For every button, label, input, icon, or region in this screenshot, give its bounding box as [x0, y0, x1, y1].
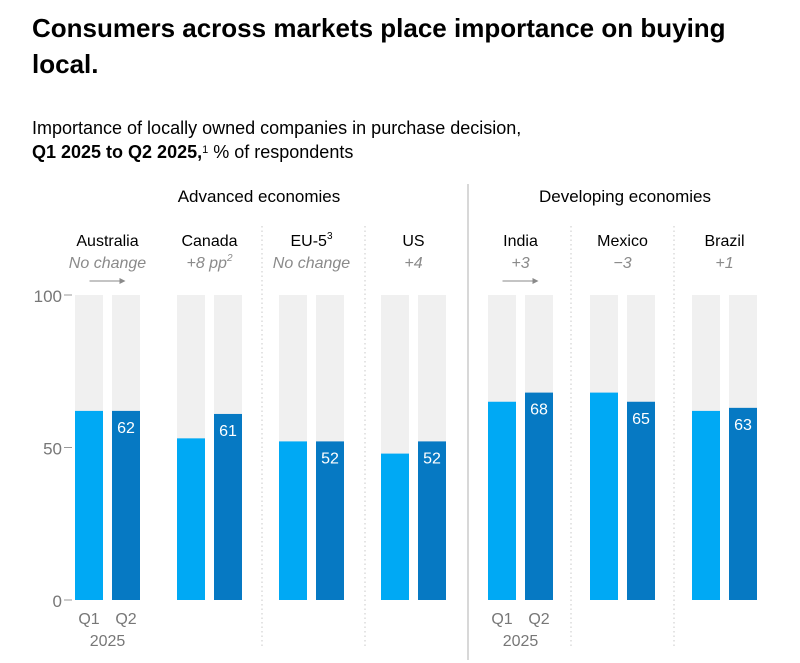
country-name-canada: Canada: [181, 233, 237, 250]
period-label-q1-australia: Q1: [78, 611, 99, 628]
bar-q2-eu-5: [316, 441, 344, 600]
period-label-q2-australia: Q2: [115, 611, 136, 628]
data-label-q2-us: 52: [423, 450, 441, 467]
data-label-q2-mexico: 65: [632, 411, 650, 428]
bar-q2-india: [525, 392, 553, 600]
change-label-eu-5: No change: [273, 255, 350, 272]
data-label-q2-australia: 62: [117, 420, 135, 437]
country-name-brazil: Brazil: [704, 233, 744, 250]
change-label-us: +4: [404, 255, 422, 272]
group-header-developing: Developing economies: [539, 187, 711, 206]
bar-q1-canada: [177, 438, 205, 600]
country-name-australia: Australia: [76, 233, 138, 250]
y-tick-label-100: 100: [34, 287, 62, 306]
subtitle-unit: % of respondents: [208, 142, 354, 162]
change-label-australia: No change: [69, 255, 146, 272]
trend-arrowhead-india: [532, 278, 539, 284]
bar-q1-brazil: [692, 410, 720, 600]
group-header-advanced: Advanced economies: [178, 187, 341, 206]
period-label-q1-india: Q1: [491, 611, 512, 628]
change-label-canada: +8 pp2: [186, 253, 232, 272]
bar-q1-us: [381, 453, 409, 600]
period-year-india: 2025: [503, 633, 539, 650]
period-year-australia: 2025: [90, 633, 126, 650]
country-name-eu-5: EU-53: [290, 231, 332, 250]
chart-subtitle: Importance of locally owned companies in…: [32, 116, 772, 164]
change-label-india: +3: [511, 255, 529, 272]
data-label-q2-eu-5: 52: [321, 450, 339, 467]
data-label-q2-brazil: 63: [734, 417, 752, 434]
chart-title: Consumers across markets place importanc…: [32, 13, 726, 79]
bar-q1-australia: [75, 410, 103, 600]
bar-q2-australia: [112, 410, 140, 600]
trend-arrowhead-australia: [119, 278, 126, 284]
subtitle-footnote: 1: [202, 144, 209, 156]
y-tick-label-50: 50: [43, 440, 62, 459]
data-label-q2-india: 68: [530, 402, 548, 419]
country-name-india: India: [503, 233, 538, 250]
y-tick-label-0: 0: [53, 592, 62, 611]
bar-q2-us: [418, 441, 446, 600]
country-name-mexico: Mexico: [597, 233, 648, 250]
bar-q2-canada: [214, 413, 242, 600]
change-label-mexico: −3: [613, 255, 631, 272]
data-label-q2-canada: 61: [219, 423, 237, 440]
bar-q2-mexico: [627, 401, 655, 600]
bar-q1-india: [488, 401, 516, 600]
period-label-q2-india: Q2: [528, 611, 549, 628]
bar-q1-eu-5: [279, 441, 307, 600]
country-name-us: US: [402, 233, 424, 250]
subtitle-period: Q1 2025 to Q2 2025,: [32, 142, 203, 162]
bar-q2-brazil: [729, 407, 757, 600]
bar-q1-mexico: [590, 392, 618, 600]
subtitle-line1: Importance of locally owned companies in…: [32, 118, 522, 138]
change-label-brazil: +1: [715, 255, 733, 272]
